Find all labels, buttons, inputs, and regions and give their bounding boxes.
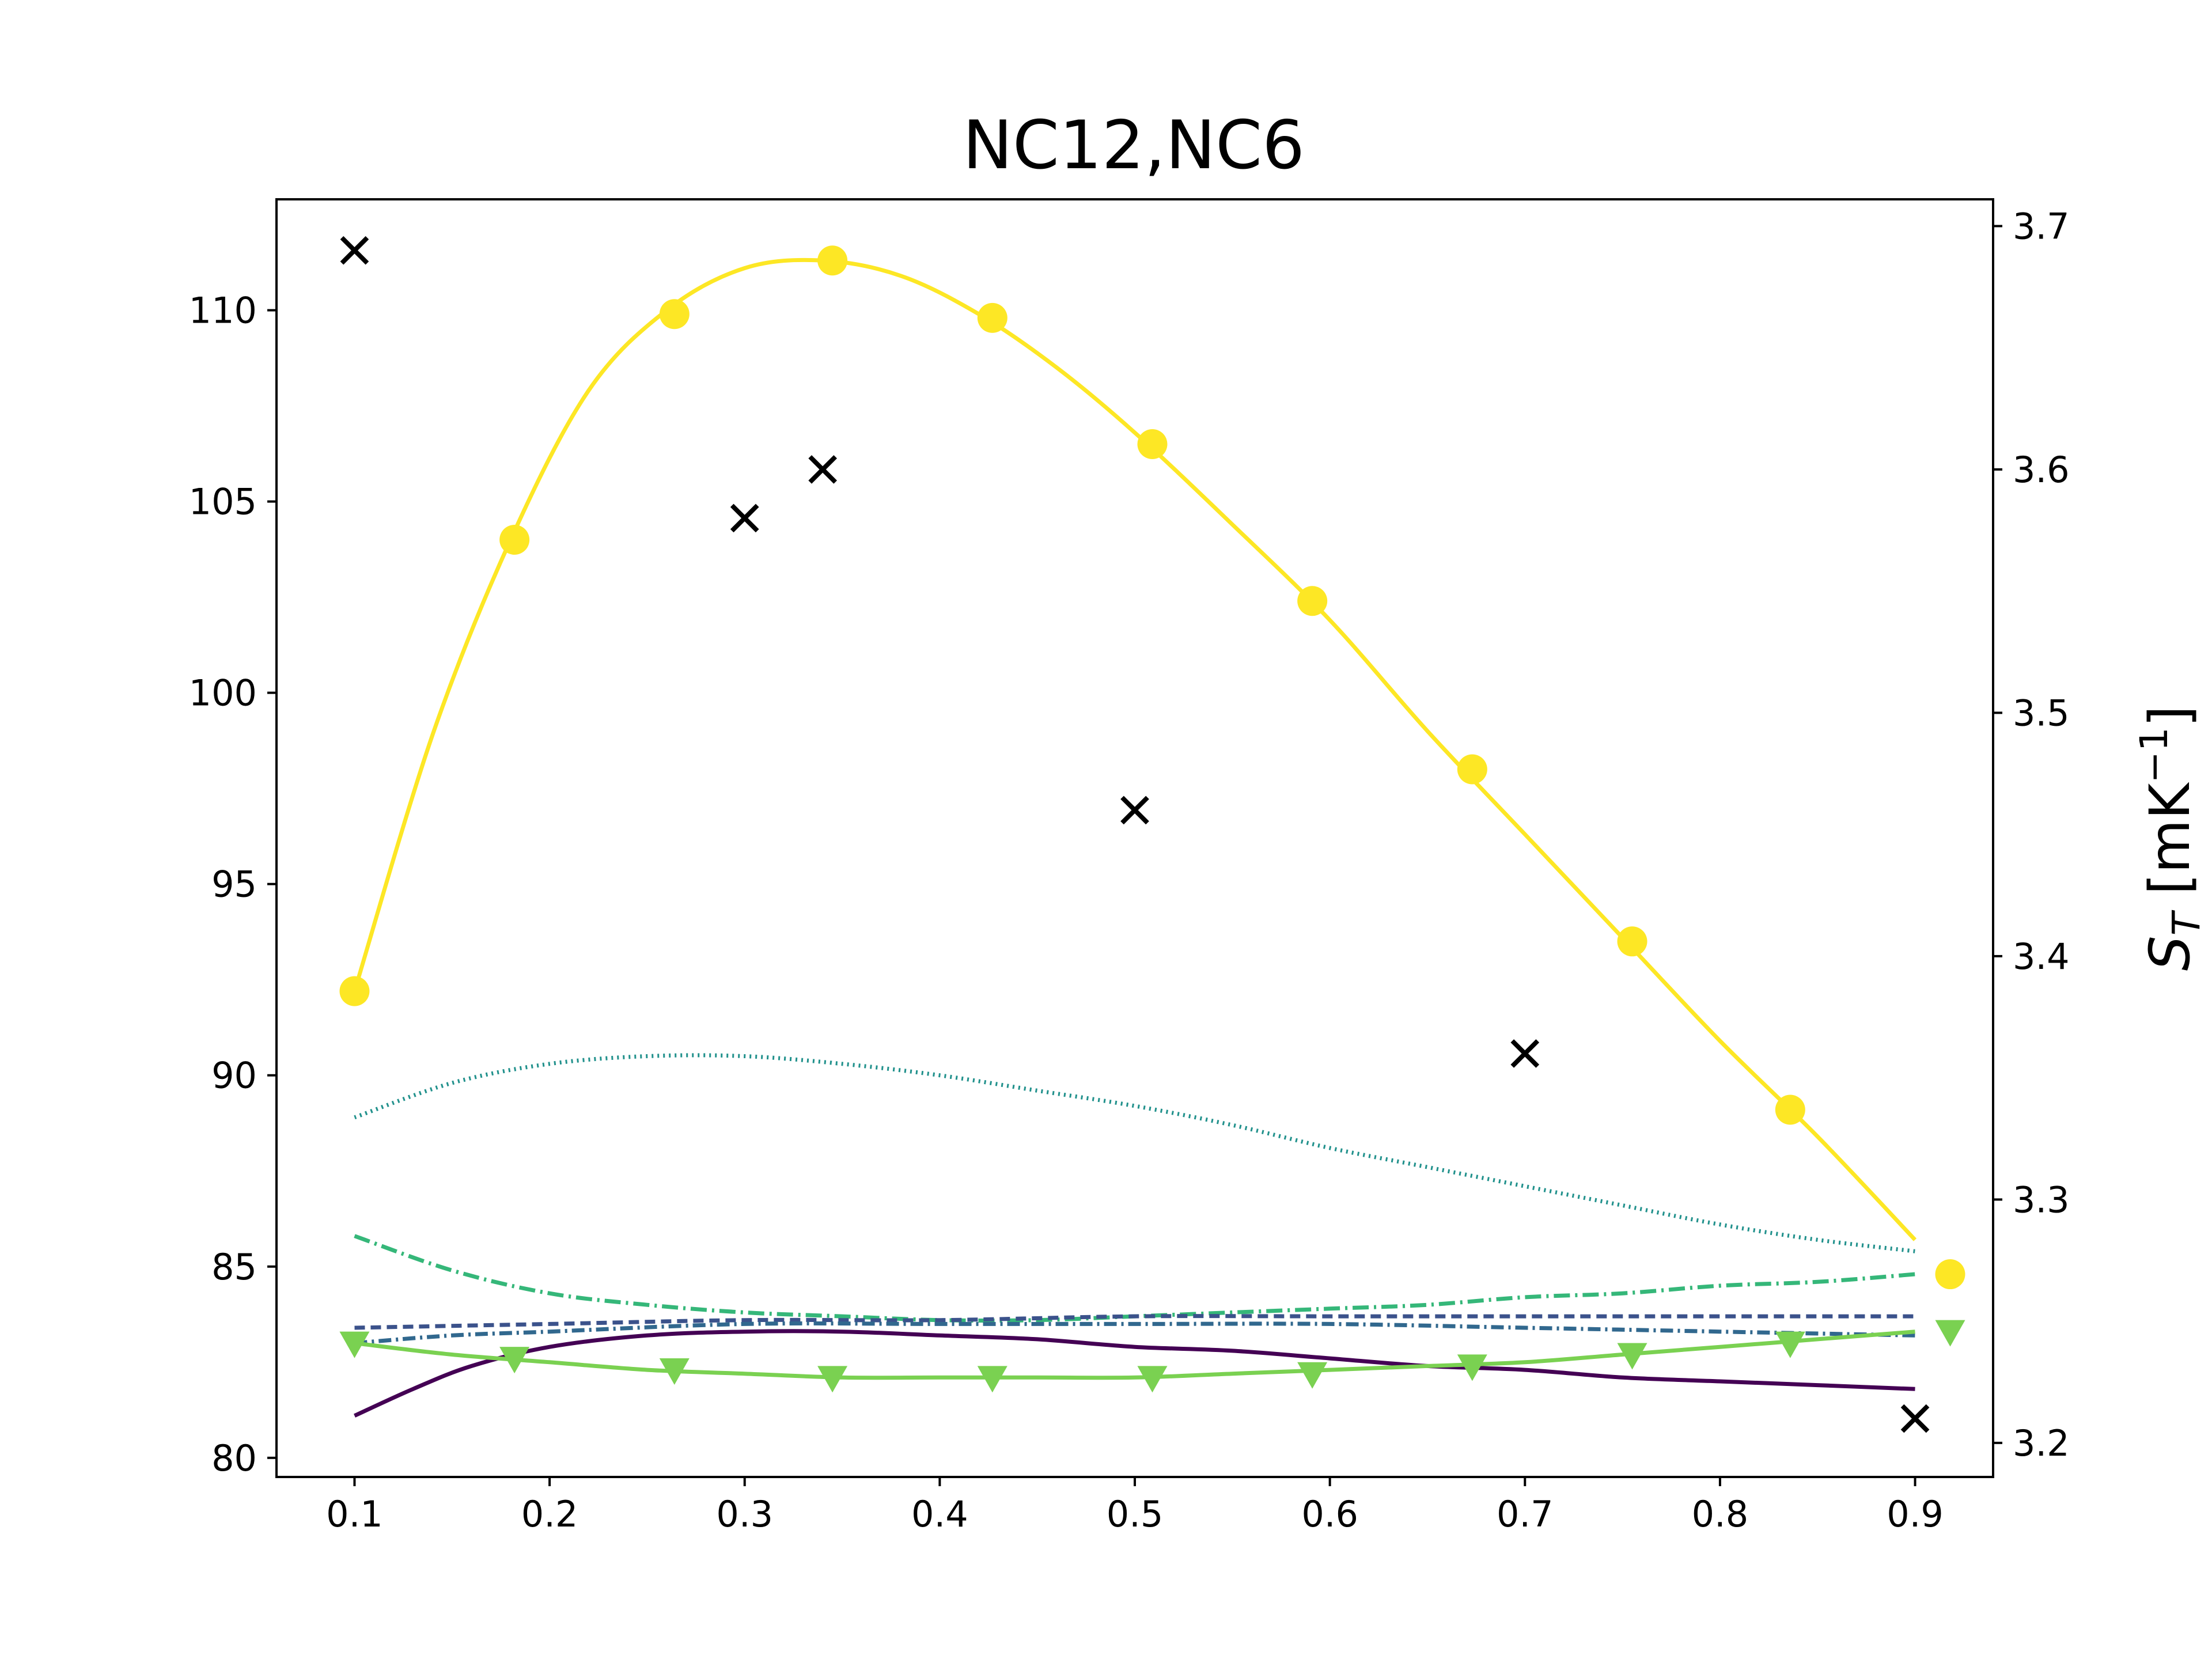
y-left-tick-label-2: 90 (211, 1055, 257, 1097)
series-line-6 (354, 1330, 1915, 1380)
series-6-point-1 (499, 1347, 530, 1374)
y-left-tick-label-4: 100 (189, 672, 257, 714)
series-6-point-4 (977, 1366, 1007, 1393)
y-right-tick-label-1: 3.3 (2013, 1179, 2070, 1221)
axis-layer: 0.1 0.2 0.3 0.4 0.5 0.6 0.7 0.8 0.9 80 85 90 95 100 10… (189, 205, 2070, 1535)
series-7-point-3 (1120, 796, 1149, 825)
y-right-tick-label-5: 3.7 (2013, 205, 2070, 247)
x-tick-label-3: 0.4 (911, 1493, 968, 1535)
chart-title: NC12,NC6 (963, 107, 1305, 184)
series-6-point-9 (1775, 1331, 1805, 1358)
series-line-5 (354, 1329, 1915, 1418)
marker-layer (339, 236, 1965, 1433)
series-6-point-7 (1457, 1354, 1487, 1381)
right-axis-label-part-4: ] (2138, 706, 2202, 727)
series-6-point-3 (817, 1366, 848, 1393)
right-axis-label-part-0: S (2138, 935, 2202, 971)
x-tick-label-8: 0.9 (1887, 1493, 1944, 1535)
series-7-point-4 (1510, 1039, 1540, 1068)
y-left-tick-label-0: 80 (211, 1437, 257, 1479)
y-left-tick-label-1: 85 (211, 1246, 257, 1288)
series-0-point-1 (499, 525, 530, 555)
series-7-point-0 (340, 236, 369, 265)
x-tick-label-0: 0.1 (326, 1493, 383, 1535)
series-6-point-2 (659, 1358, 690, 1385)
series-0-point-0 (339, 976, 370, 1006)
series-line-3 (354, 1314, 1915, 1330)
right-axis-label-part-2: [mK (2138, 782, 2202, 912)
series-6-point-0 (339, 1331, 370, 1358)
series-6-point-6 (1297, 1362, 1328, 1389)
y-left-tick-label-5: 105 (189, 481, 257, 523)
series-0-point-2 (659, 299, 690, 329)
series-6-point-5 (1137, 1366, 1168, 1393)
series-0-point-6 (1297, 586, 1328, 616)
y-right-tick-label-4: 3.6 (2013, 449, 2070, 491)
series-0-point-10 (1935, 1259, 1965, 1290)
series-line-1 (354, 1053, 1915, 1253)
right-axis-label-part-1: T (2164, 910, 2209, 935)
y-right-tick-label-3: 3.5 (2013, 692, 2070, 734)
right-axis-label-part-3: −1 (2132, 727, 2176, 783)
series-6-point-10 (1935, 1320, 1965, 1347)
y-right-tick-label-2: 3.4 (2013, 935, 2070, 978)
y-left-tick-label-6: 110 (189, 290, 257, 332)
series-0-point-5 (1137, 429, 1168, 460)
series-0-point-3 (817, 245, 848, 276)
right-axis-label: ST [mK−1] (2132, 706, 2209, 971)
series-0-point-8 (1617, 926, 1647, 957)
y-right-tick-label-0: 3.2 (2013, 1422, 2070, 1464)
series-0-point-9 (1775, 1094, 1805, 1125)
series-7-point-5 (1900, 1404, 1930, 1433)
x-tick-label-5: 0.6 (1301, 1493, 1358, 1535)
series-0-point-4 (977, 302, 1007, 333)
series-6-point-8 (1617, 1343, 1647, 1370)
series-line-4 (354, 1321, 1915, 1346)
x-tick-label-6: 0.7 (1497, 1493, 1554, 1535)
x-tick-label-7: 0.8 (1692, 1493, 1749, 1535)
x-tick-label-2: 0.3 (716, 1493, 773, 1535)
series-7-point-1 (730, 503, 759, 533)
series-7-point-2 (808, 455, 838, 484)
x-tick-label-4: 0.5 (1107, 1493, 1164, 1535)
y-left-tick-label-3: 95 (211, 863, 257, 906)
x-tick-label-1: 0.2 (521, 1493, 578, 1535)
series-0-point-7 (1457, 754, 1487, 785)
